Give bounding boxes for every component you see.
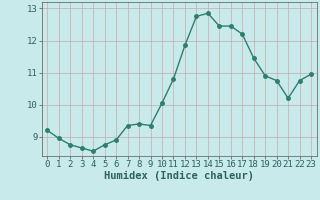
X-axis label: Humidex (Indice chaleur): Humidex (Indice chaleur) [104, 171, 254, 181]
